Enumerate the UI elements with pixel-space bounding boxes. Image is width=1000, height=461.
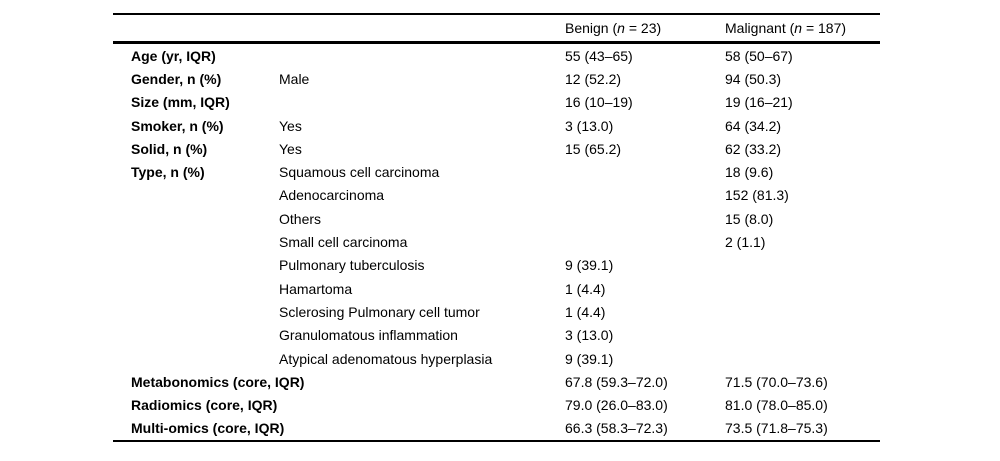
row-sublabel: Small cell carcinoma <box>279 234 408 251</box>
italic-n: n <box>794 20 803 36</box>
malignant-value: 18 (9.6) <box>725 164 774 181</box>
table-row-type-small-cell: Small cell carcinoma 2 (1.1) <box>113 230 880 253</box>
row-label: Solid, n (%) <box>131 140 208 157</box>
malignant-value: 62 (33.2) <box>725 140 782 157</box>
malignant-column-header: Malignant (n = 187) <box>725 20 847 36</box>
table-row-type-hamartoma: Hamartoma 1 (4.4) <box>113 277 880 300</box>
table-row-size: Size (mm, IQR) 16 (10–19) 19 (16–21) <box>113 91 880 114</box>
benign-value: 16 (10–19) <box>565 94 633 111</box>
benign-value: 67.8 (59.3–72.0) <box>565 373 668 390</box>
row-sublabel: Atypical adenomatous hyperplasia <box>279 350 493 367</box>
table-row-radiomics: Radiomics (core, IQR) 79.0 (26.0–83.0) 8… <box>113 393 880 416</box>
row-sublabel: Others <box>279 210 322 227</box>
benign-value: 9 (39.1) <box>565 350 614 367</box>
table-row-type-sclerosing: Sclerosing Pulmonary cell tumor 1 (4.4) <box>113 300 880 323</box>
malignant-value: 152 (81.3) <box>725 187 789 204</box>
malignant-value: 94 (50.3) <box>725 70 782 87</box>
table-row-type-tuberculosis: Pulmonary tuberculosis 9 (39.1) <box>113 254 880 277</box>
row-label: Size (mm, IQR) <box>131 94 230 111</box>
row-sublabel: Sclerosing Pulmonary cell tumor <box>279 303 480 320</box>
malignant-value: 19 (16–21) <box>725 94 793 111</box>
row-label: Type, n (%) <box>131 164 205 181</box>
benign-value: 15 (65.2) <box>565 140 622 157</box>
table-row-metabonomics: Metabonomics (core, IQR) 67.8 (59.3–72.0… <box>113 370 880 393</box>
row-sublabel: Granulomatous inflammation <box>279 327 458 344</box>
benign-value: 9 (39.1) <box>565 257 614 274</box>
malignant-value: 2 (1.1) <box>725 234 766 251</box>
table-header-row: Benign (n = 23) Malignant (n = 187) <box>113 15 880 44</box>
malignant-value: 81.0 (78.0–85.0) <box>725 397 828 414</box>
row-sublabel: Male <box>279 70 310 87</box>
row-sublabel: Pulmonary tuberculosis <box>279 257 425 274</box>
row-sublabel: Hamartoma <box>279 280 353 297</box>
patient-characteristics-table: Benign (n = 23) Malignant (n = 187) Age … <box>113 13 880 443</box>
table-row-age: Age (yr, IQR) 55 (43–65) 58 (50–67) <box>113 44 880 67</box>
row-sublabel: Adenocarcinoma <box>279 187 385 204</box>
table-row-smoker: Smoker, n (%) Yes 3 (13.0) 64 (34.2) <box>113 114 880 137</box>
row-label: Gender, n (%) <box>131 70 222 87</box>
row-label: Radiomics (core, IQR) <box>131 397 278 414</box>
malignant-value: 58 (50–67) <box>725 47 793 64</box>
row-label: Multi-omics (core, IQR) <box>131 420 285 437</box>
malignant-value: 64 (34.2) <box>725 117 782 134</box>
row-label: Age (yr, IQR) <box>131 47 216 64</box>
row-sublabel: Squamous cell carcinoma <box>279 164 440 181</box>
row-sublabel: Yes <box>279 117 302 134</box>
table-row-type-adenocarcinoma: Adenocarcinoma 152 (81.3) <box>113 184 880 207</box>
benign-value: 1 (4.4) <box>565 303 606 320</box>
row-label: Metabonomics (core, IQR) <box>131 373 305 390</box>
table-row-type-squamous: Type, n (%) Squamous cell carcinoma 18 (… <box>113 160 880 183</box>
table-row-type-granulomatous: Granulomatous inflammation 3 (13.0) <box>113 324 880 347</box>
benign-value: 3 (13.0) <box>565 117 614 134</box>
benign-column-header: Benign (n = 23) <box>565 20 662 36</box>
malignant-value: 15 (8.0) <box>725 210 774 227</box>
benign-value: 55 (43–65) <box>565 47 633 64</box>
benign-value: 12 (52.2) <box>565 70 622 87</box>
table-row-type-others: Others 15 (8.0) <box>113 207 880 230</box>
benign-value: 3 (13.0) <box>565 327 614 344</box>
malignant-value: 71.5 (70.0–73.6) <box>725 373 828 390</box>
benign-value: 1 (4.4) <box>565 280 606 297</box>
row-sublabel: Yes <box>279 140 302 157</box>
table-row-solid: Solid, n (%) Yes 15 (65.2) 62 (33.2) <box>113 137 880 160</box>
row-label: Smoker, n (%) <box>131 117 224 134</box>
table-row-type-atypical: Atypical adenomatous hyperplasia 9 (39.1… <box>113 347 880 370</box>
benign-value: 79.0 (26.0–83.0) <box>565 397 668 414</box>
table-body: Age (yr, IQR) 55 (43–65) 58 (50–67) Gend… <box>113 44 880 440</box>
benign-value: 66.3 (58.3–72.3) <box>565 420 668 437</box>
table-row-gender: Gender, n (%) Male 12 (52.2) 94 (50.3) <box>113 67 880 90</box>
table-row-multi-omics: Multi-omics (core, IQR) 66.3 (58.3–72.3)… <box>113 417 880 440</box>
malignant-value: 73.5 (71.8–75.3) <box>725 420 828 437</box>
italic-n: n <box>617 20 625 36</box>
